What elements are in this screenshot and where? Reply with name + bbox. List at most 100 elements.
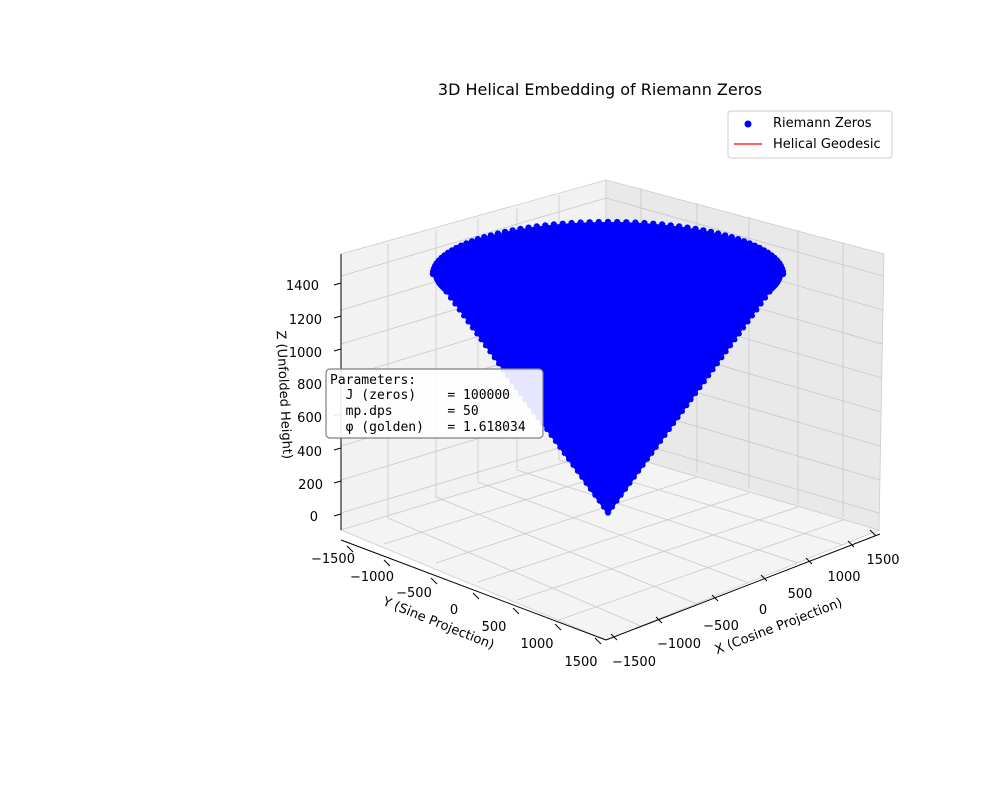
riemann-zero-point	[542, 222, 549, 229]
y-axis-line	[340, 539, 607, 641]
x-tick-label: 0	[759, 603, 767, 618]
riemann-zero-point	[754, 307, 760, 313]
riemann-zero-point	[714, 361, 721, 367]
x-tick-label: 1500	[866, 553, 899, 568]
z-tick-label: 200	[298, 478, 323, 493]
riemann-zero-point	[452, 301, 458, 307]
cone-body	[433, 274, 783, 514]
riemann-zero-point	[430, 271, 436, 277]
riemann-zero-point	[434, 277, 440, 283]
riemann-zero-point	[701, 379, 707, 385]
riemann-zero-point	[583, 480, 589, 486]
riemann-zero-point	[614, 498, 620, 504]
riemann-zero-point	[463, 240, 470, 247]
riemann-zero-point	[468, 238, 476, 245]
riemann-zero-point	[533, 223, 540, 230]
riemann-zero-point	[741, 325, 747, 331]
riemann-zero-point	[684, 402, 690, 409]
riemann-zero-point	[732, 337, 738, 343]
y-tick-label: 0	[450, 603, 458, 618]
z-tick-label: 0	[310, 510, 318, 525]
x-tick-labels: −1500 −1000 −500 0 500 1000 1500	[612, 553, 900, 670]
riemann-zero-point	[548, 432, 554, 438]
riemann-zero-point	[478, 337, 484, 343]
riemann-zero-point	[456, 307, 462, 313]
riemann-zero-point	[662, 432, 668, 438]
riemann-zero-point	[650, 220, 657, 227]
parameters-box: Parameters: J (zeros) = 100000 mp.dps = …	[325, 368, 544, 439]
riemann-zero-point	[734, 236, 742, 243]
riemann-zero-point	[758, 301, 764, 307]
x-tick-label: 1000	[827, 570, 860, 585]
riemann-zero-point	[604, 508, 612, 516]
riemann-zero-point	[749, 313, 756, 319]
riemann-zero-point	[632, 219, 639, 226]
riemann-zero-point	[640, 462, 646, 468]
parameters-frame	[325, 368, 544, 439]
x-tick-label: 500	[788, 587, 813, 602]
riemann-zero-point	[517, 225, 524, 233]
x-axis-line	[605, 533, 881, 641]
riemann-zero-point	[601, 504, 607, 510]
riemann-zero-point	[525, 224, 532, 231]
y-tick-labels: −1500 −1000 −500 0 500 1000 1500	[311, 552, 598, 670]
riemann-zero-point	[443, 289, 449, 295]
z-tick-label: 1200	[289, 313, 322, 328]
riemann-zero-point	[623, 219, 630, 226]
legend-label-helical-geodesic: Helical Geodesic	[773, 137, 881, 152]
riemann-zero-point	[684, 224, 691, 231]
riemann-zero-point	[568, 219, 575, 227]
riemann-zero-point	[481, 234, 488, 241]
z-tick-label: 400	[297, 445, 322, 460]
riemann-zero-point	[679, 408, 686, 414]
riemann-zero-point	[609, 504, 616, 510]
riemann-zero-point	[595, 218, 602, 226]
parameters-line: Parameters:	[330, 373, 416, 388]
riemann-zero-point	[746, 240, 753, 247]
riemann-zero-point	[587, 486, 594, 492]
riemann-zero-point	[692, 225, 699, 233]
riemann-zero-point	[657, 438, 664, 444]
riemann-zero-point	[501, 228, 509, 236]
x-tick-label: −1000	[657, 637, 701, 652]
riemann-zero-point	[439, 283, 445, 289]
riemann-zero-point	[465, 319, 471, 325]
parameters-line: φ (golden) = 1.618034	[330, 420, 526, 435]
riemann-zero-point	[658, 221, 666, 228]
y-tick-label: 1500	[564, 655, 597, 670]
riemann-zero-point	[574, 468, 581, 474]
riemann-zero-point	[745, 319, 751, 325]
riemann-zero-point	[706, 373, 712, 379]
riemann-zero-point	[641, 219, 648, 227]
cone-top	[433, 222, 783, 326]
x-tick-label: −1500	[612, 655, 656, 670]
y-tick-label: −500	[396, 586, 432, 601]
parameters-line: mp.dps = 50	[330, 404, 479, 419]
riemann-zero-point	[751, 242, 758, 249]
riemann-zero-point	[544, 426, 550, 432]
riemann-zero-point	[550, 221, 558, 228]
y-tick-label: −1500	[311, 552, 355, 567]
riemann-zero-point	[496, 361, 502, 367]
riemann-zero-point	[666, 426, 672, 432]
riemann-zero-point	[491, 355, 497, 361]
riemann-zero-point	[469, 325, 475, 331]
riemann-zero-point	[566, 456, 572, 462]
riemann-zero-point	[675, 414, 681, 420]
riemann-zero-point	[649, 450, 655, 456]
riemann-zero-point	[458, 242, 465, 249]
riemann-zero-point	[474, 331, 480, 337]
x-tick-label: −500	[703, 619, 739, 634]
riemann-zero-point	[622, 486, 629, 492]
parameters-line: J (zeros) = 100000	[330, 388, 510, 403]
y-tick-label: −1000	[350, 570, 394, 585]
riemann-zero-point	[736, 331, 742, 337]
riemann-zero-point	[552, 438, 559, 444]
riemann-zero-point	[586, 219, 593, 226]
legend-frame	[727, 110, 893, 159]
riemann-zero-point	[723, 349, 729, 355]
riemann-zero-point	[577, 219, 584, 226]
riemann-zero-point	[494, 230, 502, 237]
riemann-zero-point	[561, 450, 567, 456]
